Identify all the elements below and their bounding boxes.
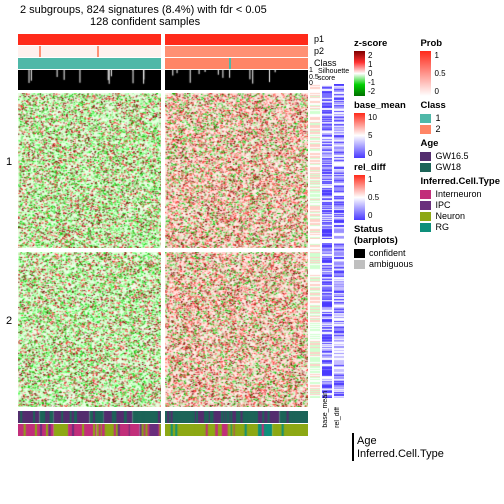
track-label-p2: p2 xyxy=(314,46,324,56)
page-subtitle: 128 confident samples xyxy=(0,16,504,28)
heatmap-row-1 xyxy=(18,93,308,248)
track-age xyxy=(18,411,308,423)
legend-inf-neuron: Neuron xyxy=(420,211,500,221)
figure-container: 1 2 xyxy=(0,34,354,436)
colorbar-basemean-ticks: 10 5 0 xyxy=(368,113,377,158)
legend-inferred-hdr: Inferred.Cell.Type xyxy=(420,176,500,187)
bottom-label-age: Age xyxy=(357,435,377,447)
bottom-label-inferred: Inferred.Cell.Type xyxy=(357,448,444,460)
colorbar-zscore xyxy=(354,51,365,96)
legend-age-gw165: GW16.5 xyxy=(420,151,500,161)
legend-inf-ipc: IPC xyxy=(420,200,500,210)
silhouette-axis: 1 0.5 0 xyxy=(309,68,319,88)
ann-label-rel-diff: rel_diff xyxy=(334,407,344,428)
row-group-2: 2 xyxy=(0,243,18,398)
page-title: 2 subgroups, 824 signatures (8.4%) with … xyxy=(0,0,504,16)
legend-basemean-hdr: base_mean xyxy=(354,100,414,111)
main-panel xyxy=(18,34,308,436)
track-label-p1: p1 xyxy=(314,34,324,44)
legend-status-confident: confident xyxy=(354,248,414,258)
legend-inf-rg: RG xyxy=(420,222,500,232)
bottom-label-bar xyxy=(352,433,354,461)
legend-status-hdr: Status (barplots) xyxy=(354,224,414,246)
colorbar-zscore-ticks: 2 1 0 -1 -2 xyxy=(368,51,375,96)
legend-class-2: 2 xyxy=(420,124,500,134)
track-p1 xyxy=(18,34,308,45)
colorbar-reldiff-ticks: 1 0.5 0 xyxy=(368,175,379,220)
legend-status-ambiguous: ambiguous xyxy=(354,259,414,269)
row-group-1: 1 xyxy=(0,84,18,239)
colorbar-prob-ticks: 1 0.5 0 xyxy=(434,51,445,96)
legend-class-hdr: Class xyxy=(420,100,500,111)
legend-prob-hdr: Prob xyxy=(420,38,500,49)
legend-age-hdr: Age xyxy=(420,138,500,149)
track-p2 xyxy=(18,46,308,57)
legend-inf-interneuron: Interneuron xyxy=(420,189,500,199)
colorbar-basemean xyxy=(354,113,365,158)
legend-reldiff-hdr: rel_diff xyxy=(354,162,414,173)
heatmap-row-2 xyxy=(18,252,308,407)
track-class xyxy=(18,58,308,69)
track-label-silhouette: Silhouette score xyxy=(318,68,349,82)
ann-label-base-mean: base_mean xyxy=(322,391,332,428)
colorbar-prob xyxy=(420,51,431,96)
track-label-class: Class xyxy=(314,58,337,68)
row-group-labels: 1 2 xyxy=(0,34,18,436)
legend-class-1: 1 xyxy=(420,113,500,123)
row-annotation-columns: base_mean rel_diff xyxy=(310,34,344,436)
track-inferred xyxy=(18,424,308,436)
silhouette-track xyxy=(18,70,308,90)
legend-zscore-hdr: z-score xyxy=(354,38,414,49)
legend-panel: z-score 2 1 0 -1 -2 base_mean 10 5 0 xyxy=(354,34,500,270)
legend-age-gw18: GW18 xyxy=(420,162,500,172)
colorbar-reldiff xyxy=(354,175,365,220)
